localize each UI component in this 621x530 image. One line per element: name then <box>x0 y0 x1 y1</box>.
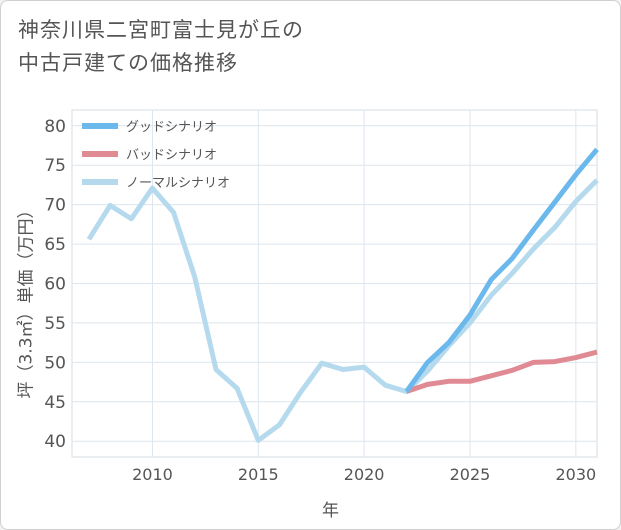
y-tick-label-70: 70 <box>44 196 66 216</box>
y-tick-label-60: 60 <box>44 275 66 295</box>
x-tick-label-2030: 2030 <box>555 465 596 484</box>
x-tick-label-2025: 2025 <box>450 465 491 484</box>
legend-label-3: ノーマルシナリオ <box>126 176 230 191</box>
x-tick-label-2015: 2015 <box>238 465 279 484</box>
series-line-1 <box>404 147 599 393</box>
y-tick-label-65: 65 <box>44 235 66 255</box>
y-tick-label-45: 45 <box>44 393 66 413</box>
y-tick-label-75: 75 <box>44 156 66 176</box>
chart-title-line-2: 中古戸建ての価格推移 <box>18 51 238 75</box>
legend-label-1: グッドシナリオ <box>126 120 217 135</box>
x-tick-label-2020: 2020 <box>344 465 385 484</box>
chart-title-line-1: 神奈川県二宮町富士見が丘の <box>18 18 304 42</box>
y-tick-label-40: 40 <box>44 432 66 452</box>
x-axis-label: 年 <box>322 501 339 521</box>
y-tick-label-80: 80 <box>44 117 66 137</box>
series-line-2 <box>405 349 598 394</box>
y-tick-label-55: 55 <box>44 314 66 334</box>
legend-label-2: バッドシナリオ <box>126 148 217 163</box>
x-tick-label-2010: 2010 <box>132 465 173 484</box>
y-axis-label: 坪（3.3㎡）単価（万円） <box>16 201 37 399</box>
y-tick-label-50: 50 <box>44 353 66 373</box>
chart-title: 神奈川県二宮町富士見が丘の 中古戸建ての価格推移 <box>18 14 304 80</box>
series-line-3 <box>86 178 599 443</box>
